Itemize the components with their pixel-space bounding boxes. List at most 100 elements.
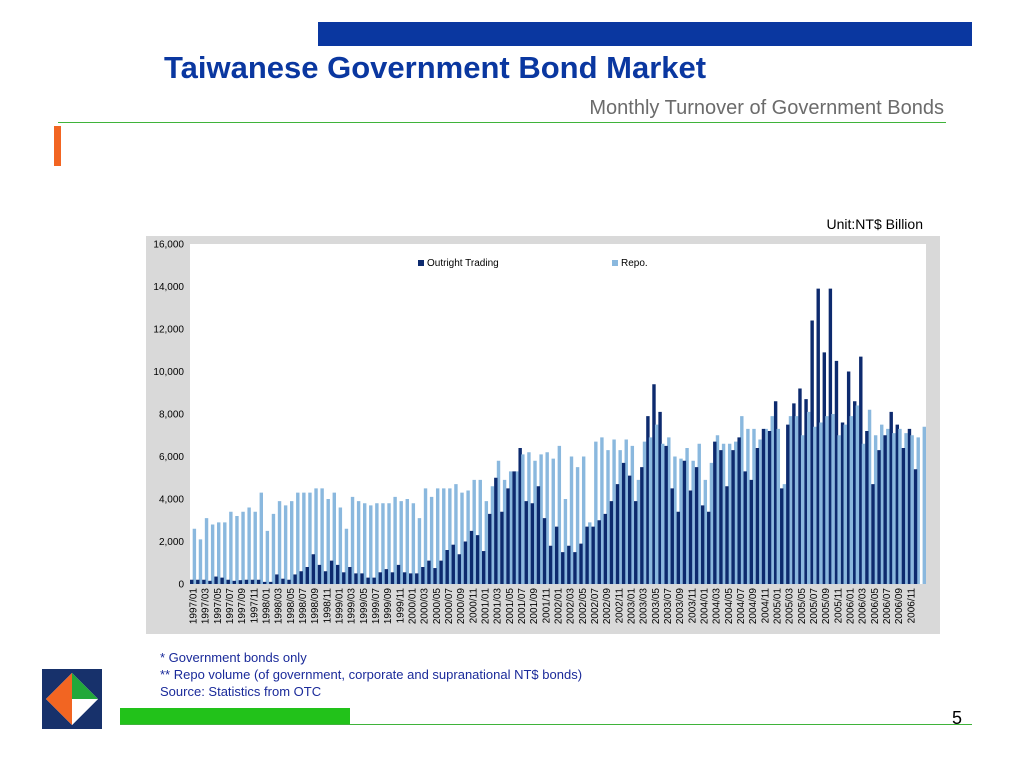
outright-bar: [202, 579, 206, 584]
x-tick-label: 2000/09: [456, 588, 467, 625]
y-tick-label: 6,000: [159, 452, 184, 463]
x-tick-label: 2005/11: [833, 588, 844, 624]
outright-bar: [713, 441, 717, 585]
repo-bar: [764, 428, 768, 585]
outright-bar: [384, 569, 389, 585]
outright-bar: [208, 580, 212, 584]
x-tick-label: 2000/11: [468, 588, 479, 624]
x-tick-label: 1999/01: [335, 588, 346, 625]
outright-bar: [901, 448, 906, 584]
repo-bar: [746, 428, 750, 585]
x-tick-label: 2004/05: [724, 588, 735, 625]
outright-bar: [481, 551, 486, 584]
outright-bar: [871, 484, 875, 585]
outright-bar: [719, 450, 723, 585]
repo-bar: [557, 445, 562, 585]
outright-bar: [646, 416, 650, 585]
outright-bar: [335, 564, 340, 585]
repo-bar: [849, 416, 854, 585]
repo-bar: [648, 437, 653, 585]
repo-bar: [271, 513, 276, 585]
repo-bar: [229, 511, 233, 584]
repo-bar: [521, 454, 525, 585]
outright-bar: [366, 577, 370, 585]
outright-bar: [816, 288, 820, 585]
outright-bar: [275, 574, 279, 584]
outright-bar: [457, 554, 462, 584]
x-tick-label: 2000/01: [408, 588, 419, 625]
outright-bar: [773, 401, 778, 584]
repo-bar: [496, 460, 501, 584]
outright-bar: [232, 580, 236, 584]
page-number: 5: [951, 708, 962, 728]
x-tick-label: 1998/01: [262, 588, 273, 625]
outright-bar: [500, 511, 504, 584]
outright-bar: [439, 560, 443, 585]
repo-bar: [551, 458, 555, 585]
x-tick-label: 2006/07: [882, 588, 893, 625]
outright-bar: [542, 518, 547, 585]
repo-bar: [606, 450, 610, 585]
outright-bar: [554, 526, 559, 585]
outright-bar: [731, 450, 735, 585]
outright-bar: [682, 460, 687, 584]
outright-bar: [640, 467, 644, 585]
x-tick-label: 2001/01: [481, 588, 492, 625]
x-tick-label: 2005/07: [809, 588, 820, 625]
y-tick-label: 2,000: [159, 537, 184, 548]
repo-bar: [308, 492, 312, 585]
repo-bar: [776, 428, 781, 585]
outright-bar: [305, 567, 309, 584]
outright-bar: [676, 511, 681, 584]
x-tick-label: 2002/01: [554, 588, 565, 625]
repo-bar: [782, 484, 787, 585]
repo-bar: [636, 479, 641, 585]
outright-bar: [317, 564, 322, 585]
title-divider: [58, 122, 946, 123]
repo-bar: [898, 428, 902, 585]
outright-bar: [627, 475, 632, 585]
repo-bar: [435, 488, 440, 585]
x-tick-label: 2002/07: [590, 588, 601, 625]
outright-bar: [372, 577, 376, 585]
outright-bar: [190, 579, 194, 584]
outright-bar: [323, 571, 328, 584]
repo-bar: [210, 524, 215, 584]
repo-bar: [563, 499, 568, 584]
y-tick-label: 8,000: [159, 410, 184, 421]
outright-bar: [634, 501, 638, 585]
x-tick-label: 1998/03: [274, 588, 285, 625]
repo-bar: [679, 458, 683, 585]
repo-bar: [411, 503, 416, 584]
outright-bar: [342, 572, 346, 584]
x-tick-label: 2006/11: [906, 588, 917, 624]
x-tick-label: 2006/05: [870, 588, 881, 625]
turnover-chart: 0 2,000 4,000 6,000 8,000 10,000 12,000 14,000 1…: [146, 236, 940, 634]
repo-bar: [369, 505, 373, 585]
repo-bar: [612, 439, 616, 584]
slide-subtitle: Monthly Turnover of Government Bonds: [589, 97, 944, 119]
repo-bar: [709, 462, 714, 585]
repo-bar: [393, 496, 397, 585]
footnote-government-bonds: * Government bonds only: [160, 650, 307, 665]
repo-bar: [478, 479, 482, 585]
outright-bar: [792, 403, 796, 585]
outright-bar: [561, 552, 565, 585]
outright-bar: [348, 567, 352, 584]
footnotes: * Government bonds only ** Repo volume (…: [160, 649, 582, 700]
outright-bar: [512, 471, 516, 585]
repo-bar: [667, 437, 671, 585]
outright-bar: [567, 545, 571, 584]
x-tick-label: 2004/07: [736, 588, 747, 625]
repo-bar: [466, 490, 470, 584]
repo-bar: [831, 414, 835, 584]
outright-bar: [889, 411, 893, 585]
outright-bar: [287, 579, 291, 584]
repo-bar: [265, 530, 270, 585]
repo-bar: [223, 522, 227, 585]
repo-bar: [344, 528, 349, 584]
repo-bar: [454, 484, 458, 585]
outright-bar: [688, 490, 693, 584]
outright-bar: [196, 579, 200, 584]
repo-bar: [630, 445, 635, 585]
